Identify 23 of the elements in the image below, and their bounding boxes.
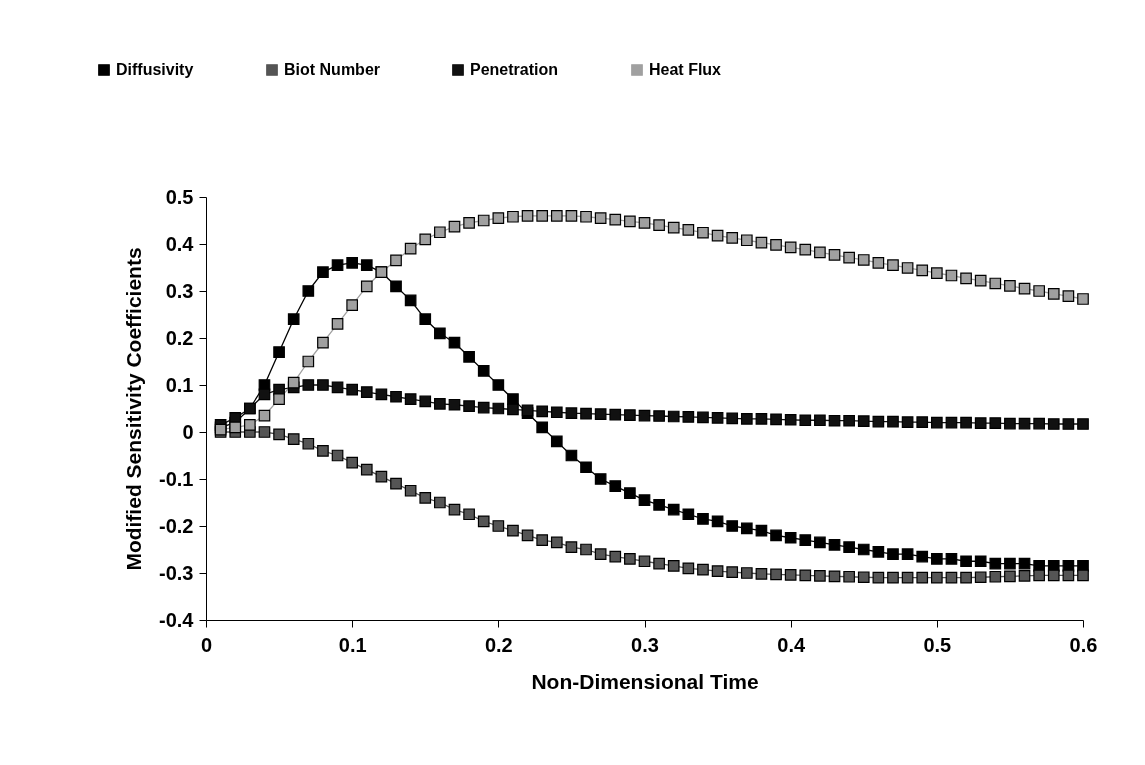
y-tick-label: 0 xyxy=(182,420,194,443)
y-tick-label: 0.4 xyxy=(165,232,195,255)
legend-label: Biot Number xyxy=(284,61,380,78)
y-tick-label: 0.3 xyxy=(165,279,194,302)
y-tick-label: 0.2 xyxy=(165,326,194,349)
x-tick-label: 0.2 xyxy=(484,633,513,656)
x-tick-label: 0 xyxy=(200,633,213,656)
y-tick-label: -0.2 xyxy=(159,514,194,537)
x-axis-title: Non-Dimensional Time xyxy=(531,669,759,693)
x-tick-label: 0.4 xyxy=(777,633,806,656)
legend-label: Penetration xyxy=(470,61,559,78)
y-tick-label: 0.5 xyxy=(165,185,194,208)
y-tick-label: 0.1 xyxy=(165,373,194,396)
x-tick-label: 0.6 xyxy=(1069,633,1098,656)
y-tick-label: -0.1 xyxy=(159,467,194,490)
legend-label: Diffusivity xyxy=(116,61,194,78)
y-tick-label: -0.3 xyxy=(159,561,194,584)
x-tick-label: 0.3 xyxy=(631,633,659,656)
y-axis-title: Modified Sensitivity Coefficients xyxy=(122,247,146,571)
x-tick-label: 0.1 xyxy=(338,633,367,656)
x-tick-label: 0.5 xyxy=(923,633,952,656)
y-tick-label: -0.4 xyxy=(159,608,195,631)
legend-label: Heat Flux xyxy=(649,61,722,78)
